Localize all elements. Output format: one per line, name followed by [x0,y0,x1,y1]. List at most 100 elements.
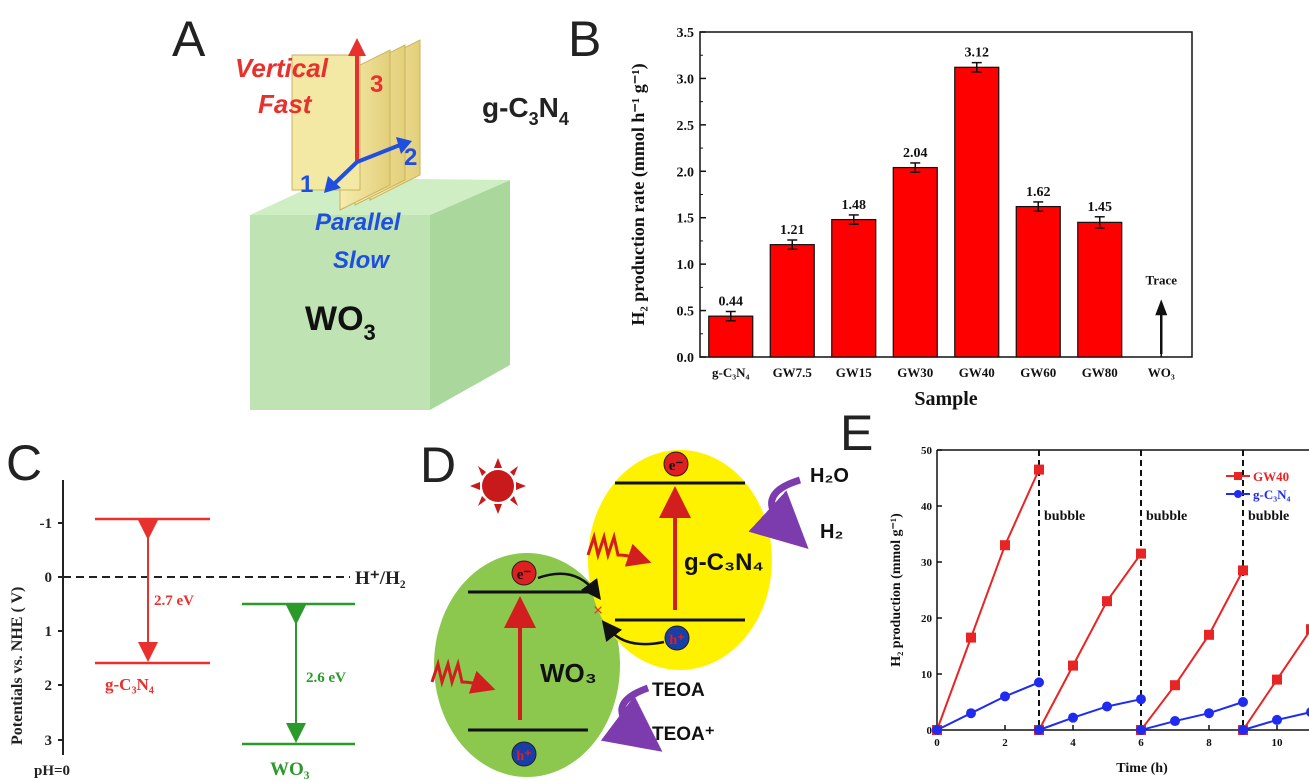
b-bar [1077,221,1123,358]
b-ytick-label: 1.5 [677,212,695,227]
b-bar [892,166,938,358]
label-fast: Fast [258,89,313,119]
e-point [1034,725,1044,735]
e-series-line [936,681,1040,731]
e-point [1136,725,1146,735]
panel-label-d: D [420,437,457,493]
b-trace-label: Trace [1145,273,1177,288]
blocked-x: × [593,600,603,620]
e-point [1170,680,1180,691]
e-point [1204,708,1214,719]
h2o-h2-arrow [748,476,809,549]
h2-label: H₂ [820,521,843,543]
e-point [1306,707,1309,717]
vertical-arrowhead [348,38,366,56]
gcn-light-icon [586,531,652,567]
e-point [1136,694,1146,705]
b-ytick-label: 0.0 [677,351,695,366]
gcn-electron: e⁻ [663,451,689,477]
teoa-plus-label: TEOA⁺ [652,724,715,745]
teoa-label: TEOA [652,680,705,701]
b-value-label: 1.48 [842,198,867,213]
c-tick-1: 1 [45,624,53,640]
b-xtick-label: GW7.5 [773,365,813,380]
b-bar [769,244,815,358]
wo3-ellipse [434,553,620,777]
wo3-electron: e⁻ [511,560,537,586]
b-ytick-label: 3.0 [677,72,695,87]
gcn-gap-label: 2.7 eV [154,593,194,609]
gcn-ellipse [588,450,772,670]
gcn-name: g-C₃N₄ [105,675,154,694]
wo3-light-icon [430,658,496,694]
e-point [1306,624,1309,635]
b-ylabel: H₂ production rate (mmol h⁻¹ g⁻¹) [628,63,649,325]
bar-chart-h2-rate: 0.0 0.5 1.0 1.5 2.0 2.5 3.0 3.5 g-C₃N₄ 0.44 GW7.5 1… [628,26,1193,410]
wo3-gap-label: 2.6 eV [306,670,346,686]
e-point [932,725,942,735]
e-point [1238,725,1248,735]
wo3-name: WO₃ [270,759,310,780]
b-ytick-label: 1.0 [677,258,695,273]
panel-d-scheme: e⁻ e⁻ h⁺ h⁺ × WO₃ g-C₃N₄ H₂O H₂ TEOA TEO… [430,450,849,777]
e-legend-label: GW40 [1253,469,1289,484]
hole-transfer-arrow [601,620,665,646]
label-parallel: Parallel [315,209,402,236]
c-tick-3: 3 [45,733,53,749]
panel-a-diagram: Vertical Fast 3 1 2 Parallel Slow g-C3N4… [235,38,569,410]
b-xtick-label: GW40 [959,365,995,380]
b-xtick-label: GW60 [1020,365,1056,380]
gcn-hole: h⁺ [664,625,690,651]
b-xtick-label: g-C₃N₄ [712,365,750,380]
e-point [1102,701,1112,712]
e-point [1272,674,1282,685]
e-series-line [1242,711,1309,731]
label-wo3: WO3 [305,300,376,345]
svg-text:h⁺: h⁺ [669,633,684,648]
wo3-cube-right [430,180,510,410]
panel-c-band-diagram: Potentials vs. NHE ( V) -1 0 1 2 3 pH=0 … [9,480,406,780]
b-value-label: 3.12 [965,46,990,61]
e-point [1034,677,1044,688]
e-series-line [1140,701,1244,731]
e-point [1102,596,1112,607]
parallel-arrow-2 [356,143,401,164]
line-chart-h2-cycles: 01020304050024681012bubblebubblebubbleGW… [889,445,1309,776]
d-wo3-label: WO₃ [540,658,597,688]
label-1: 1 [300,171,313,198]
svg-text:h⁺: h⁺ [516,749,531,764]
e-point [966,708,976,719]
e-xlabel: Time (h) [1116,761,1168,776]
panel-label-c: C [6,435,43,491]
label-3: 3 [370,71,383,98]
label-slow: Slow [333,247,390,274]
wo3-cube-front [250,215,430,410]
panel-label-a: A [172,11,206,67]
e-series-line [1242,630,1309,731]
panel-label-e: E [840,405,874,461]
b-value-label: 1.21 [780,223,805,238]
c-tick-m1: -1 [40,516,53,532]
e-point [1170,716,1180,727]
b-value-label: 0.44 [719,295,744,310]
teoa-arrow [600,684,663,752]
parallel-arrow-1 [332,160,359,186]
b-xtick-label: GW80 [1082,365,1118,380]
e-xtick-label: 8 [1206,737,1212,749]
label-vertical: Vertical [235,53,329,83]
e-point [966,632,976,643]
c-ph-label: pH=0 [34,763,70,779]
e-divider-label: bubble [1044,509,1085,524]
e-ytick-label: 30 [921,557,933,569]
c-tick-2: 2 [45,678,53,694]
label-gcn: g-C3N4 [482,92,569,129]
svg-text:e⁻: e⁻ [517,567,532,583]
e-divider-label: bubble [1248,509,1289,524]
b-bar [1015,205,1061,358]
e-ytick-label: 40 [921,501,933,513]
b-ytick-label: 0.5 [677,305,695,320]
e-series-line [1140,569,1244,731]
b-xlabel: Sample [914,388,977,410]
e-point [1136,548,1146,559]
b-xtick-label: GW30 [897,365,933,380]
